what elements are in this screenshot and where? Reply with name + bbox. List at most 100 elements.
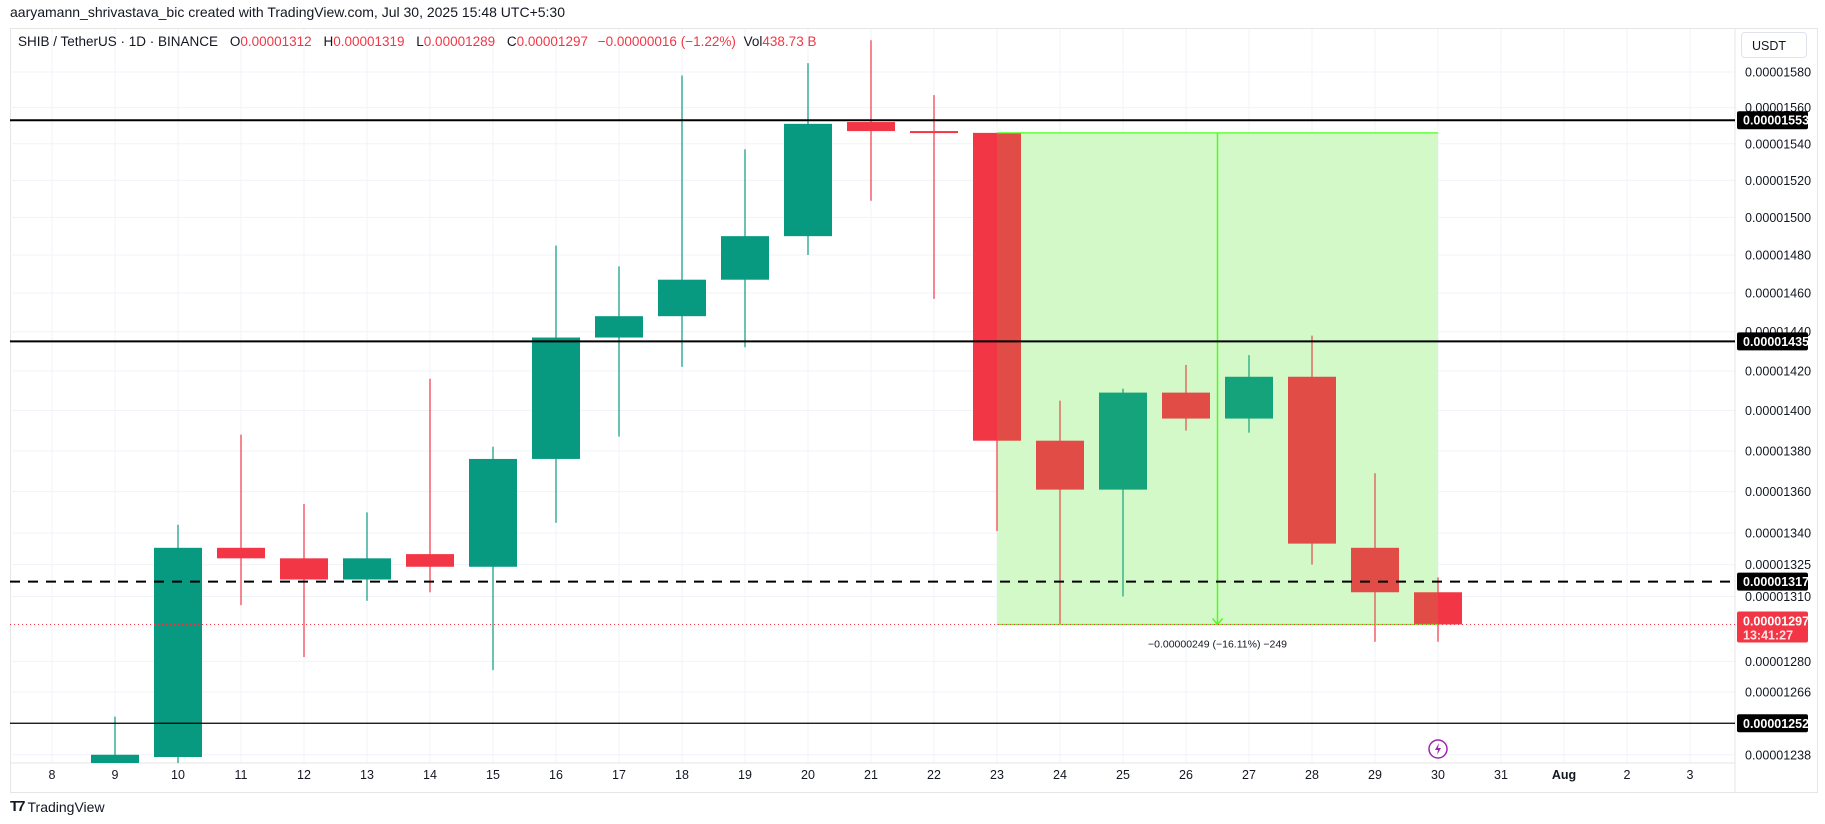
price-tick-label: 0.00001500 — [1745, 211, 1811, 225]
price-tick-label: 0.00001325 — [1745, 558, 1811, 572]
level-price-tag — [1737, 111, 1808, 130]
low-label: L — [416, 34, 424, 49]
level-price-label: 0.00001435 — [1743, 335, 1809, 349]
date-tick-label: 27 — [1242, 768, 1256, 782]
close-value: 0.00001297 — [516, 34, 588, 49]
date-tick-label: 31 — [1494, 768, 1508, 782]
current-price-tag — [1737, 611, 1808, 643]
price-tick-label: 0.00001238 — [1745, 748, 1811, 762]
candle-18 — [658, 75, 706, 367]
date-tick-label: 8 — [49, 768, 56, 782]
date-tick-label: 24 — [1053, 768, 1067, 782]
candle-13 — [343, 512, 391, 601]
tradingview-logo-text: TradingView — [27, 798, 105, 815]
high-label: H — [323, 34, 334, 49]
price-tick-label: 0.00001360 — [1745, 485, 1811, 499]
candle-body — [1225, 376, 1273, 419]
date-tick-label: 15 — [486, 768, 500, 782]
price-axis: 0.000015800.000015600.000015400.00001520… — [1737, 66, 1811, 762]
date-tick-label: 14 — [423, 768, 437, 782]
levels — [10, 119, 1735, 759]
currency-button[interactable]: USDT — [1741, 32, 1807, 58]
chart-credit: aaryamann_shrivastava_bic created with T… — [10, 4, 566, 20]
date-tick-label: 10 — [171, 768, 185, 782]
open-value: 0.00001312 — [240, 34, 312, 49]
candle-24 — [1036, 400, 1084, 625]
candle-29 — [1351, 473, 1399, 642]
symbol-title[interactable]: SHIB / TetherUS · 1D · BINANCE — [18, 34, 219, 49]
low-value: 0.00001289 — [423, 34, 496, 49]
date-tick-label: 25 — [1116, 768, 1130, 782]
price-tick-label: 0.00001340 — [1745, 527, 1811, 541]
date-tick-label: 2 — [1624, 768, 1631, 782]
date-tick-label: 22 — [927, 768, 941, 782]
measure-label: −0.00000249 (−16.11%) −249 — [1148, 638, 1287, 650]
price-tick-label: 0.00001460 — [1745, 287, 1811, 301]
date-tick-label: 21 — [864, 768, 878, 782]
price-tick-label: 0.00001580 — [1745, 66, 1811, 80]
time-axis: 8 9 10 11 12 13 14 15 16 17 18 19 20 21 22 23 24 25 26 27 28… — [49, 768, 1694, 782]
candle-body — [1099, 392, 1147, 490]
candle-body — [532, 337, 580, 459]
candle-17 — [595, 266, 643, 437]
candle-20 — [784, 63, 832, 256]
date-tick-label: 19 — [738, 768, 752, 782]
level-price-label: 0.00001317 — [1743, 575, 1809, 589]
candle-body — [1162, 392, 1210, 419]
candle-body — [217, 547, 265, 559]
symbol-legend: SHIB / TetherUS · 1D · BINANCE O0.000013… — [18, 34, 816, 49]
level-price-label: 0.00001252 — [1743, 717, 1809, 731]
candle-14 — [406, 378, 454, 593]
tradingview-logo[interactable]: T7 TradingView — [10, 798, 105, 815]
candle-body — [721, 236, 769, 280]
candle-12 — [280, 504, 328, 658]
level-price-tag — [1737, 332, 1808, 351]
price-tick-label: 0.00001520 — [1745, 174, 1811, 188]
price-tick-label: 0.00001380 — [1745, 444, 1811, 458]
date-tick-label: 9 — [112, 768, 119, 782]
date-tick-label: 18 — [675, 768, 689, 782]
date-tick-label: 20 — [801, 768, 815, 782]
measure-overlay: −0.00000249 (−16.11%) −249 — [997, 132, 1438, 650]
candle-body — [658, 279, 706, 317]
candle-11 — [217, 434, 265, 606]
date-tick-label: 29 — [1368, 768, 1382, 782]
high-value: 0.00001319 — [333, 34, 405, 49]
candle-body — [469, 458, 517, 567]
date-tick-label: Aug — [1552, 768, 1576, 782]
candles — [91, 40, 1462, 763]
price-tick-label: 0.00001310 — [1745, 590, 1811, 604]
candle-body — [1414, 592, 1462, 625]
candle-body — [1036, 440, 1084, 490]
candle-27 — [1225, 355, 1273, 433]
candle-10 — [154, 524, 202, 763]
level-price-tag — [1737, 714, 1808, 733]
candle-15 — [469, 446, 517, 671]
price-tick-label: 0.00001400 — [1745, 404, 1811, 418]
candle-19 — [721, 149, 769, 348]
candle-body — [1351, 547, 1399, 593]
candle-9 — [91, 716, 139, 763]
level-price-label: 0.00001553 — [1743, 114, 1809, 128]
price-tick-label: 0.00001420 — [1745, 364, 1811, 378]
change-value: −0.00000016 (−1.22%) — [597, 34, 736, 49]
level-price-tag — [1737, 572, 1808, 591]
candle-body — [343, 558, 391, 580]
open-label: O — [229, 34, 241, 49]
date-tick-label: 23 — [990, 768, 1004, 782]
candle-countdown-label: 13:41:27 — [1743, 628, 1793, 642]
price-tick-label: 0.00001480 — [1745, 249, 1811, 263]
price-tick-label: 0.00001540 — [1745, 137, 1811, 151]
current-price-label: 0.00001297 — [1743, 614, 1809, 628]
price-tick-label: 0.00001266 — [1745, 686, 1811, 700]
candle-body — [784, 123, 832, 237]
candle-28 — [1288, 335, 1336, 565]
grid — [10, 29, 1736, 792]
candle-body — [406, 554, 454, 567]
date-tick-label: 30 — [1431, 768, 1445, 782]
candle-body — [280, 558, 328, 580]
candle-body — [847, 122, 895, 132]
volume-label: Vol — [743, 34, 763, 49]
close-label: C — [506, 34, 517, 49]
